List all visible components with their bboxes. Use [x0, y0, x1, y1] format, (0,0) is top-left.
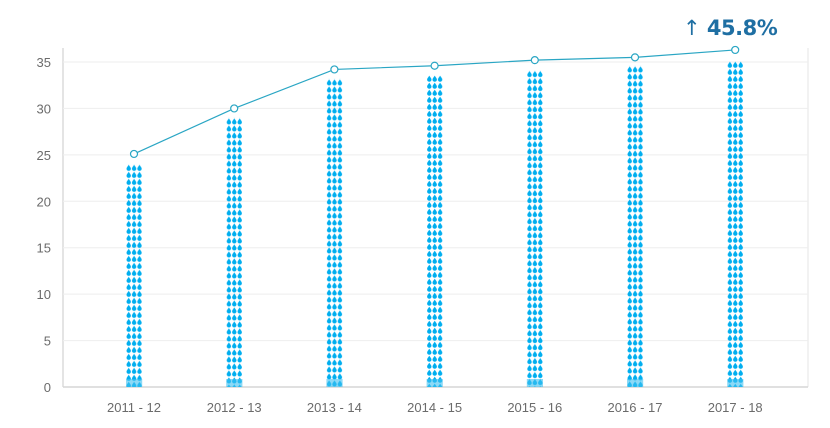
- bar-base: [126, 379, 143, 387]
- bars: [126, 61, 744, 387]
- x-tick-label: 2012 - 13: [207, 400, 262, 415]
- line-point: [129, 149, 139, 159]
- growth-annotation: ↑ 45.8%: [683, 16, 778, 40]
- bar-base: [627, 379, 644, 387]
- line-series: [129, 45, 740, 159]
- line-point: [530, 56, 539, 65]
- x-tick-label: 2015 - 16: [507, 400, 562, 415]
- bar: [226, 117, 243, 387]
- y-tick-label: 15: [37, 241, 51, 256]
- bar-base: [326, 379, 343, 387]
- bar-base: [226, 379, 243, 387]
- line-point: [430, 61, 439, 70]
- x-axis: 2011 - 12 2012 - 13 2013 - 14 2014 - 15 2015…: [107, 400, 763, 415]
- x-tick-label: 2013 - 14: [307, 400, 362, 415]
- y-axis: 0 5 10 15 20 25 30 35: [37, 55, 51, 395]
- y-tick-label: 25: [37, 148, 51, 163]
- x-tick-label: 2017 - 18: [708, 400, 763, 415]
- y-tick-label: 5: [44, 334, 51, 349]
- line-point: [330, 65, 339, 74]
- y-tick-label: 10: [37, 287, 51, 302]
- bar: [326, 78, 343, 387]
- arrow-up-icon: ↑: [683, 16, 701, 40]
- y-tick-label: 30: [37, 101, 51, 116]
- line-point: [731, 45, 740, 55]
- growth-value: 45.8%: [706, 16, 778, 40]
- x-tick-label: 2016 - 17: [608, 400, 663, 415]
- y-tick-label: 0: [44, 380, 51, 395]
- line-point: [230, 104, 239, 113]
- bar: [126, 164, 143, 387]
- bar-base: [426, 379, 443, 387]
- bar: [727, 61, 744, 387]
- x-tick-label: 2014 - 15: [407, 400, 462, 415]
- y-tick-label: 20: [37, 194, 51, 209]
- bar-base: [727, 379, 744, 387]
- bar: [526, 70, 543, 387]
- bar: [426, 75, 443, 387]
- line-point: [630, 53, 640, 62]
- bar-base: [526, 379, 543, 387]
- x-tick-label: 2011 - 12: [107, 400, 161, 415]
- y-tick-label: 35: [37, 55, 51, 70]
- bar: [627, 65, 644, 387]
